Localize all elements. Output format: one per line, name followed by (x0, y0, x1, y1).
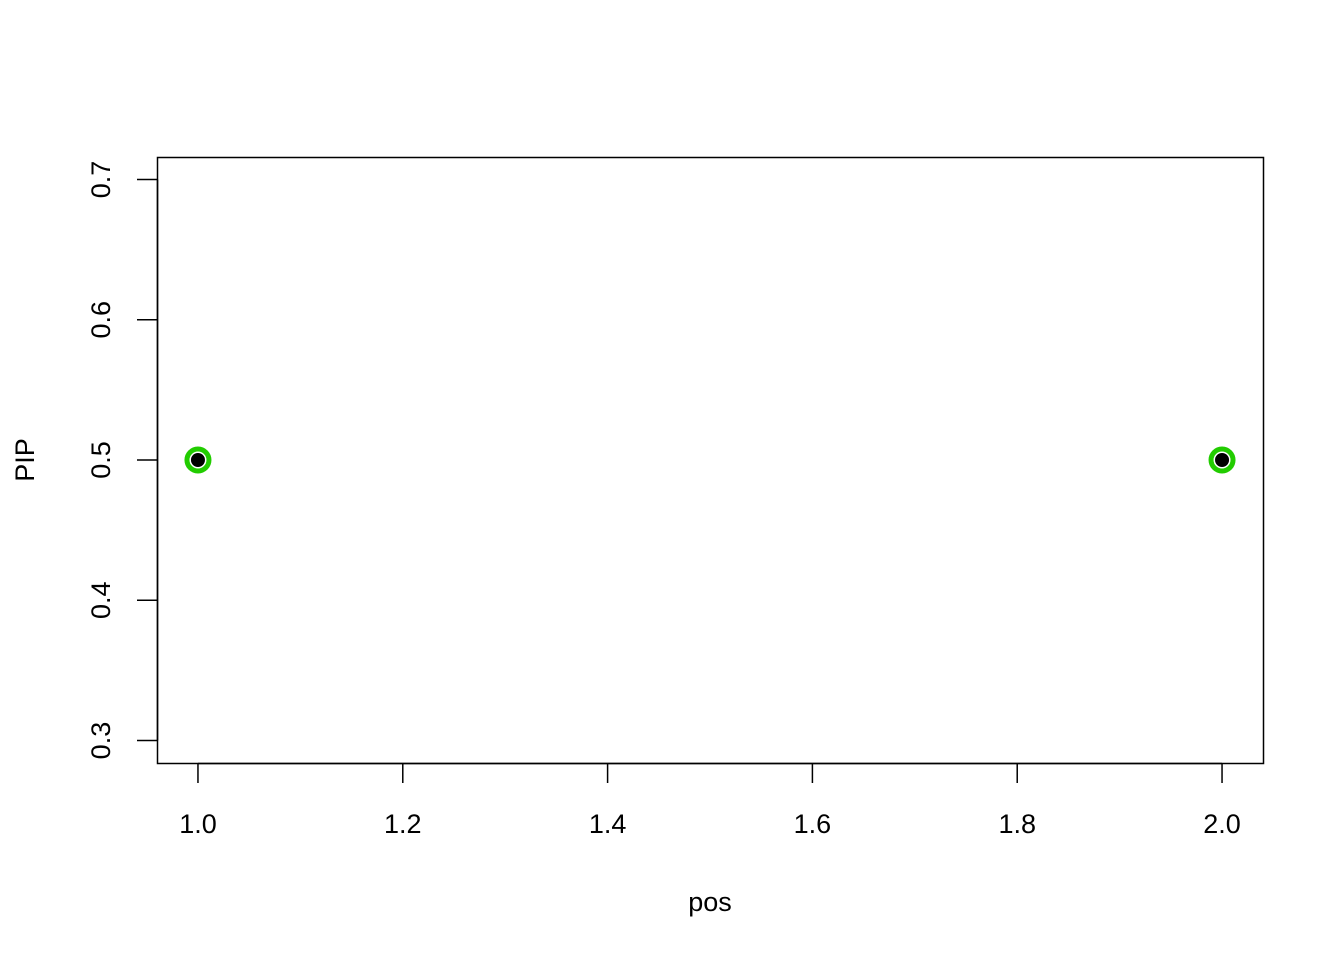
x-tick-label: 1.2 (384, 809, 422, 839)
point-marker (1215, 453, 1230, 467)
y-tick-label: 0.6 (86, 301, 116, 339)
x-tick-label: 1.8 (998, 809, 1036, 839)
points (184, 446, 1236, 474)
x-tick-label: 1.4 (589, 809, 627, 839)
data-point (1208, 446, 1236, 474)
y-tick-label: 0.7 (86, 161, 116, 199)
data-point (184, 446, 212, 474)
y-tick-label: 0.5 (86, 441, 116, 479)
plot-box (156, 156, 1265, 765)
y-tick-label: 0.3 (86, 722, 116, 760)
x-tick-label: 2.0 (1203, 809, 1241, 839)
x-tick-label: 1.6 (794, 809, 832, 839)
y-axis: 0.3 0.4 0.5 0.6 0.7 (86, 161, 159, 760)
y-tick-label: 0.4 (86, 582, 116, 620)
x-tick-label: 1.0 (179, 809, 217, 839)
x-axis-label: pos (688, 887, 732, 917)
x-axis: 1.0 1.2 1.4 1.6 1.8 2.0 (179, 762, 1241, 839)
point-marker (190, 453, 205, 467)
y-axis-label: PIP (10, 438, 40, 482)
